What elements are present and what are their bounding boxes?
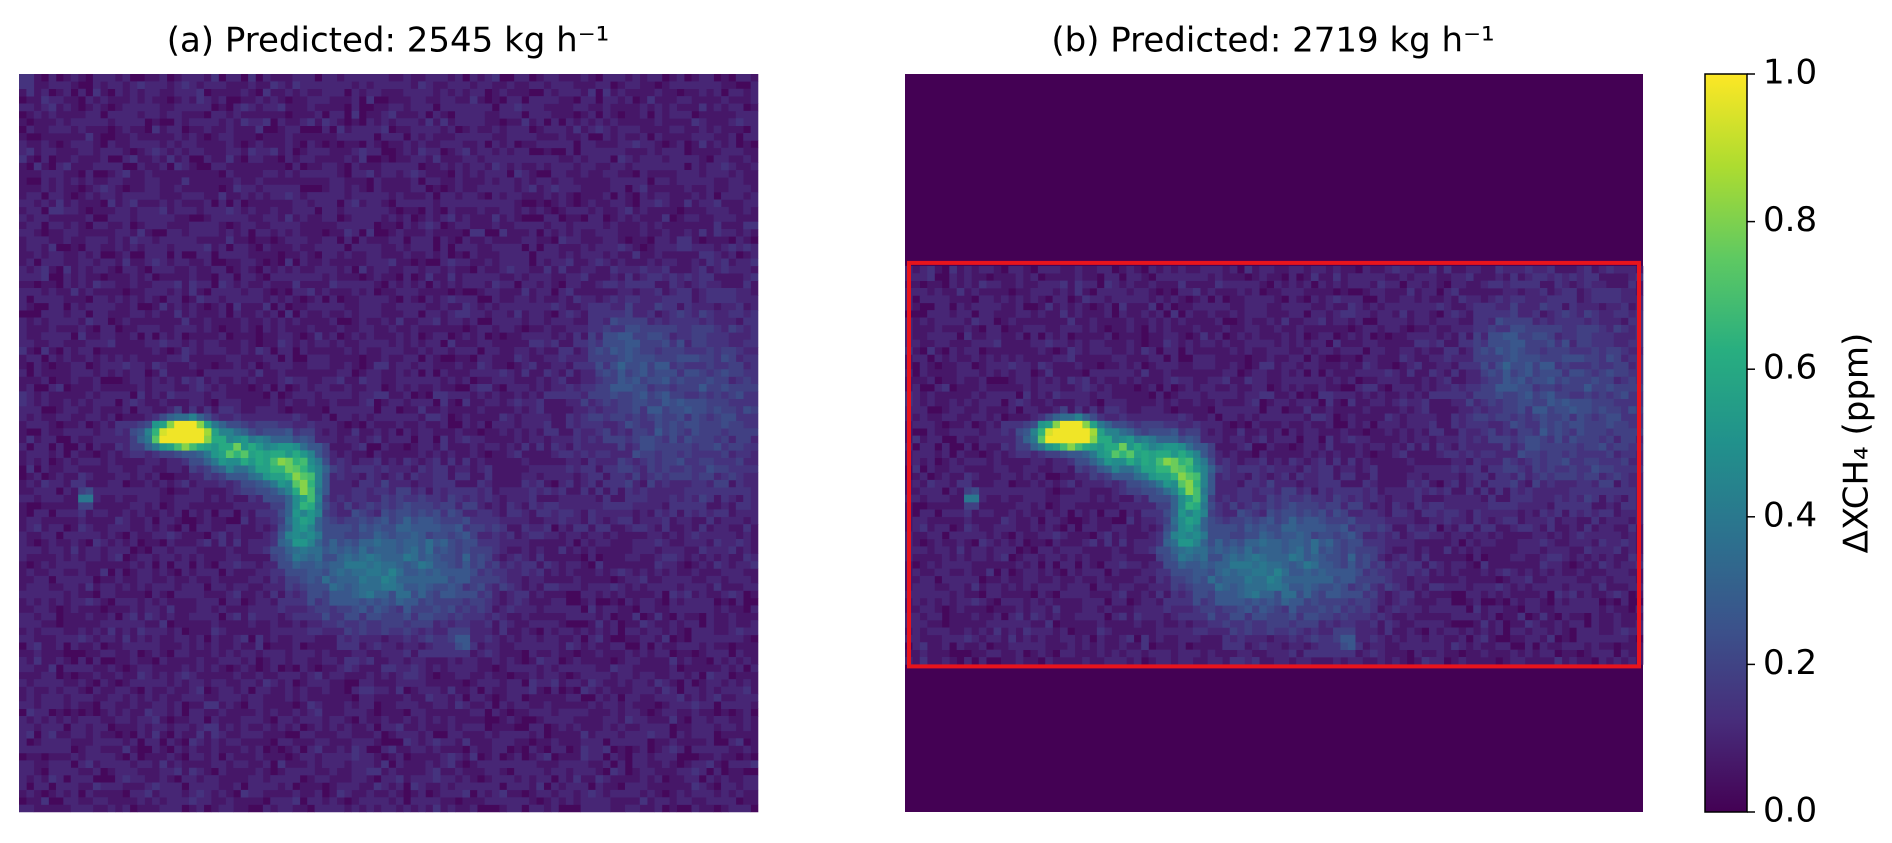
colorbar-label: ΔXCH₄ (ppm): [1837, 333, 1877, 554]
colorbar-tick-label: 1.0: [1763, 53, 1817, 93]
heatmap-texture: [78, 420, 426, 599]
colorbar-tick-label: 0.4: [1763, 495, 1817, 535]
colorbar-tick-label: 0.2: [1763, 643, 1817, 683]
heatmap-texture: [1089, 428, 1098, 436]
heatmap-texture: [1052, 420, 1194, 495]
heatmap-texture: [159, 420, 205, 444]
highlight-box: [907, 260, 1641, 669]
colorbar-tick-label: 0.6: [1763, 348, 1817, 388]
heatmap-texture: [964, 420, 1312, 599]
heatmap-texture: [1037, 420, 1201, 547]
heatmap-texture: [1045, 428, 1053, 436]
heatmap-texture: [78, 302, 759, 643]
colorbar-tick-label: 0.0: [1763, 791, 1817, 831]
heatmap-texture: [1119, 443, 1179, 473]
colorbar-tick-label: 0.8: [1763, 200, 1817, 240]
heatmap-texture: [1045, 420, 1090, 444]
heatmap-texture: [203, 428, 212, 436]
heatmap-texture: [196, 435, 315, 510]
heatmap-texture: [1037, 428, 1201, 510]
heatmap-texture: [905, 265, 1644, 665]
heatmap-texture: [166, 420, 308, 495]
heatmap-texture: [19, 74, 759, 813]
heatmap-texture: [233, 443, 293, 473]
heatmap-texture: [964, 302, 1644, 643]
heatmap-texture: [152, 420, 315, 547]
heatmap-texture: [152, 428, 315, 510]
panel-title: (a) Predicted: 2545 kg h⁻¹: [167, 21, 610, 61]
heatmap-texture: [1082, 435, 1201, 510]
panel-title: (b) Predicted: 2719 kg h⁻¹: [1051, 21, 1494, 61]
heatmap-texture: [159, 428, 168, 436]
colorbar: [1704, 73, 1748, 813]
